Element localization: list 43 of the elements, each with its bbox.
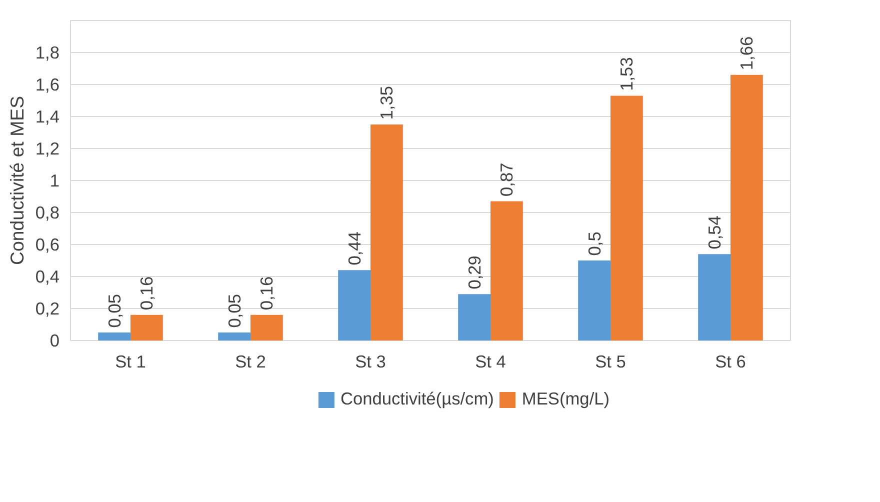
data-label: 0,5: [584, 232, 604, 256]
bar: [130, 314, 163, 340]
data-label: 0,54: [704, 215, 724, 250]
bar: [730, 74, 763, 340]
bar: [98, 332, 130, 340]
data-label: 1,53: [616, 57, 637, 91]
bar: [698, 254, 730, 340]
y-tick-label: 1: [50, 170, 60, 190]
y-tick-label: 0: [50, 330, 60, 350]
x-tick-label: St 5: [595, 352, 626, 372]
data-label: 0,87: [496, 162, 517, 196]
bar: [370, 124, 403, 340]
y-tick-label: 0,4: [35, 266, 60, 286]
bar: [458, 294, 490, 340]
y-tick-label: 1,6: [35, 74, 60, 94]
data-label: 0,29: [464, 256, 484, 290]
x-tick-label: St 2: [235, 352, 266, 372]
bar: [610, 96, 643, 340]
bar: [218, 332, 250, 340]
bar: [338, 270, 370, 340]
data-label: 1,35: [376, 86, 397, 120]
y-tick-label: 1,2: [35, 138, 60, 158]
data-label: 0,05: [104, 294, 124, 328]
x-tick-label: St 4: [475, 352, 506, 372]
bar: [578, 260, 610, 340]
y-tick-label: 1,4: [35, 106, 60, 126]
data-label: 0,16: [256, 276, 277, 310]
data-label: 0,05: [224, 294, 244, 328]
data-label: 0,44: [344, 231, 364, 266]
data-label: 0,16: [136, 276, 157, 310]
y-tick-label: 0,6: [35, 234, 60, 254]
bar: [490, 201, 523, 340]
y-tick-label: 0,8: [35, 202, 60, 222]
y-tick-label: 0,2: [35, 298, 60, 318]
x-tick-label: St 6: [715, 352, 746, 372]
y-tick-label: 1,8: [35, 42, 60, 62]
data-label: 1,66: [736, 36, 757, 70]
legend-label: Conductivité(µs/cm): [340, 388, 494, 410]
legend-label: MES(mg/L): [522, 388, 610, 410]
bar: [250, 314, 283, 340]
x-tick-label: St 3: [355, 352, 386, 372]
y-axis-title: Conductivité et MES: [6, 96, 28, 266]
x-tick-label: St 1: [115, 352, 146, 372]
